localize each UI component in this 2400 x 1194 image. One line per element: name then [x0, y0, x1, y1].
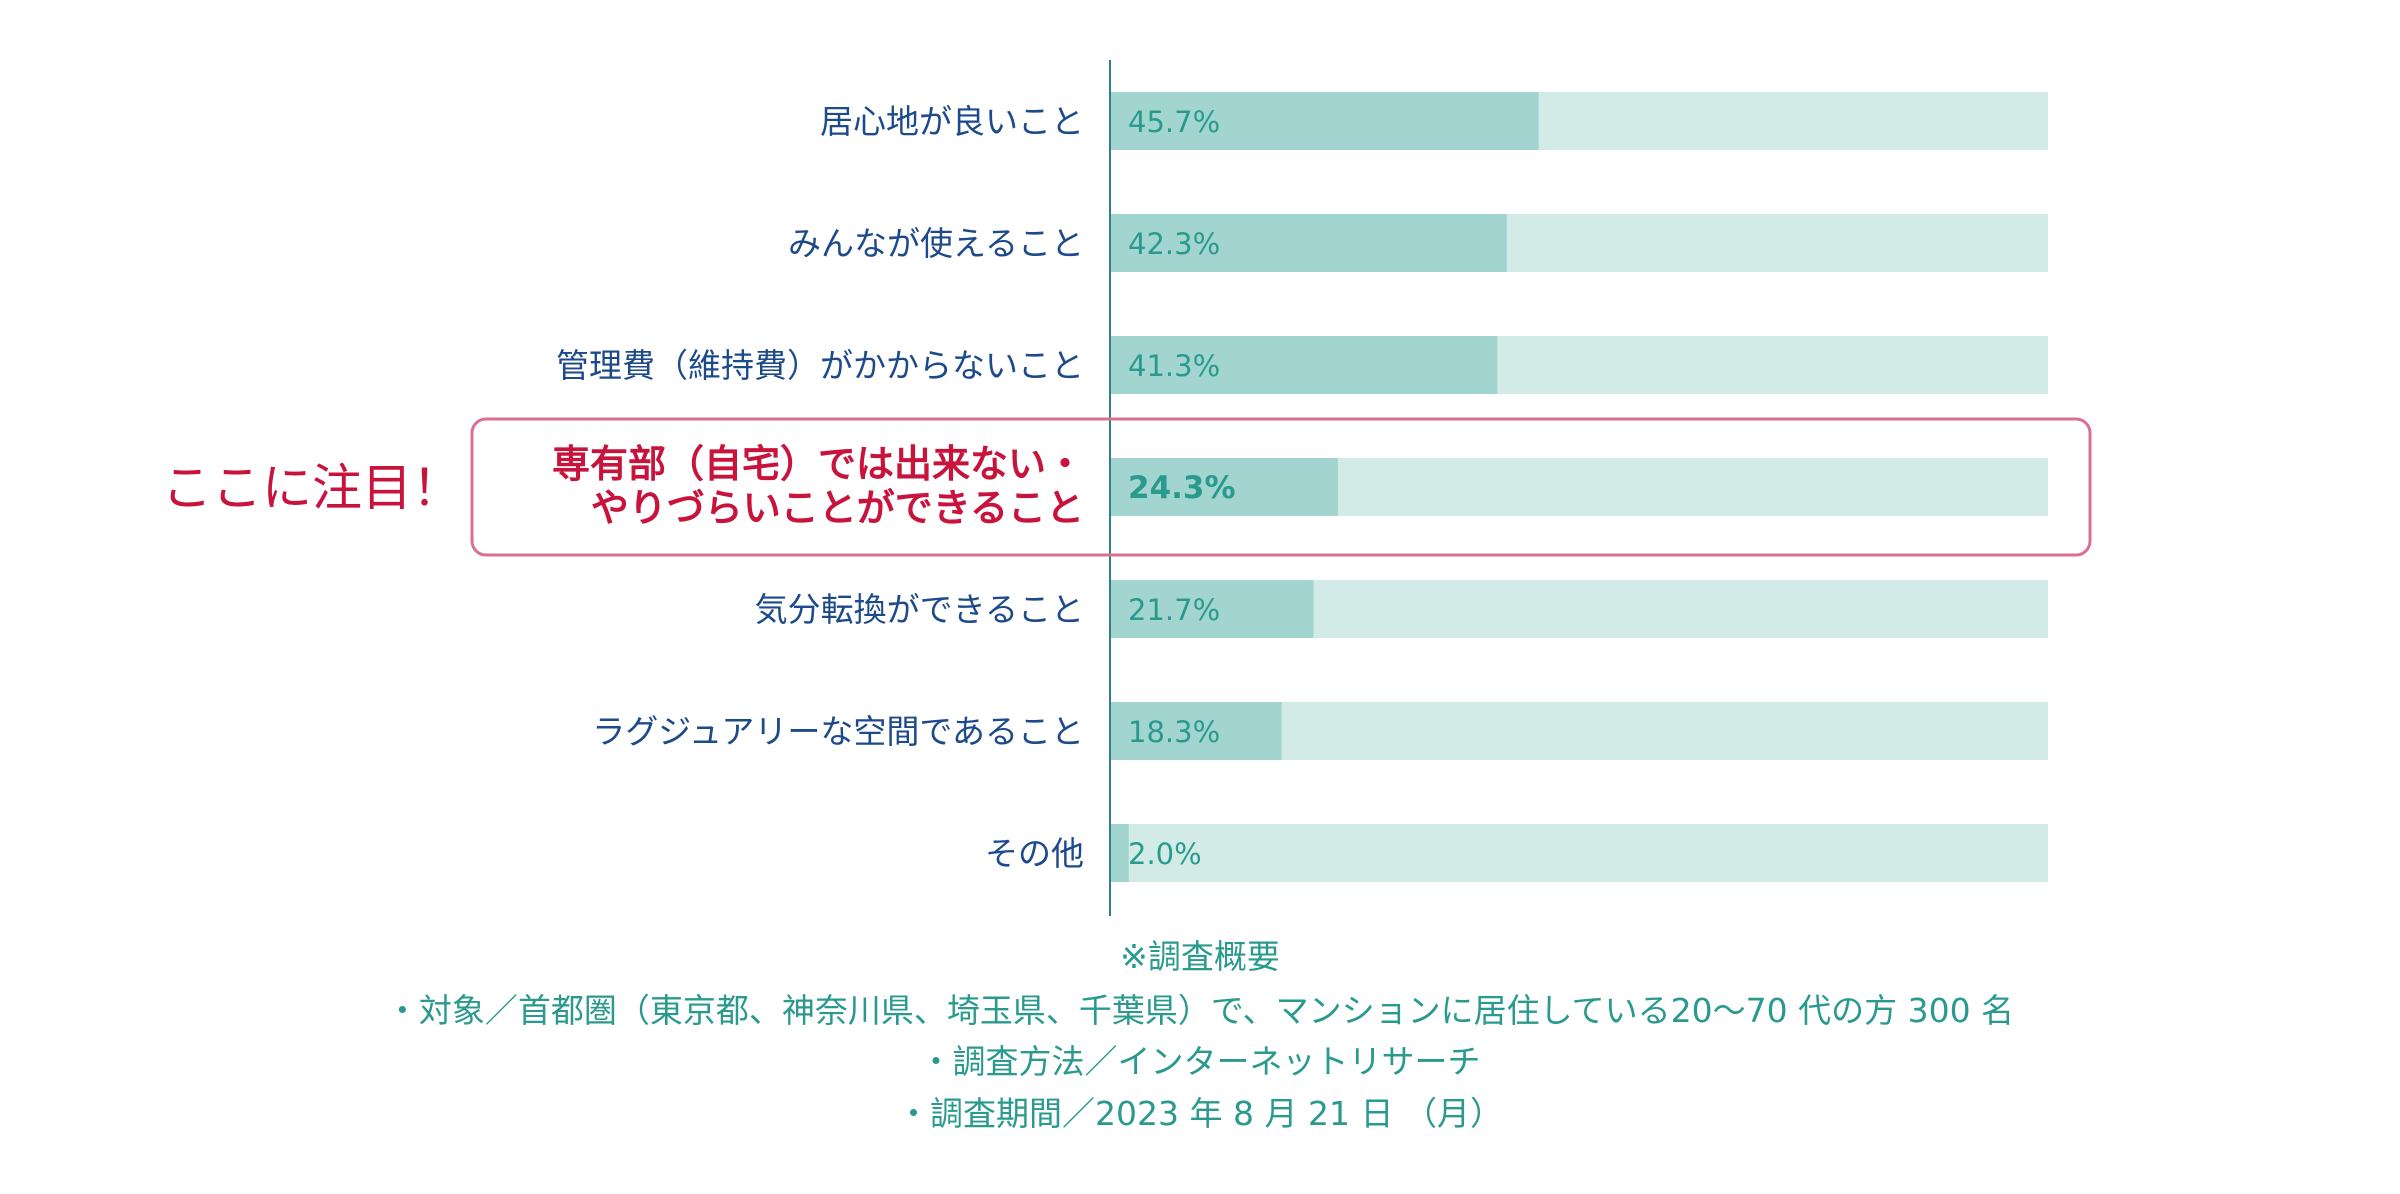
bar-1	[1110, 214, 1507, 272]
value-label-5: 18.3%	[1128, 715, 1220, 749]
value-label-0: 45.7%	[1128, 105, 1220, 139]
bar-0	[1110, 92, 1539, 150]
survey-notes: ※調査概要 ・対象／首都圏（東京都、神奈川県、埼玉県、千葉県）で、マンションに居…	[386, 937, 2014, 1133]
highlight-box	[470, 417, 2092, 557]
note-heading: ※調査概要	[1120, 937, 1280, 976]
category-labels: 居心地が良いことみんなが使えること管理費（維持費）がかからないこと専有部（自宅）…	[552, 102, 1084, 873]
callout-text: ここに注目！	[162, 459, 462, 517]
bar-5	[1110, 702, 1282, 760]
category-label-3-line-0: 専有部（自宅）では出来ない・	[552, 442, 1084, 486]
value-label-6: 2.0%	[1128, 837, 1202, 871]
value-label-2: 41.3%	[1128, 349, 1220, 383]
category-label-3-line-1: やりづらいことができること	[591, 486, 1084, 530]
note-method: ・調査方法／インターネットリサーチ	[920, 1042, 1481, 1081]
note-target: ・対象／首都圏（東京都、神奈川県、埼玉県、千葉県）で、マンションに居住している2…	[386, 991, 2014, 1030]
category-label-5: ラグジュアリーな空間であること	[592, 712, 1084, 751]
category-label-1: みんなが使えること	[788, 224, 1084, 263]
bar-6	[1110, 824, 1129, 882]
value-label-3: 24.3%	[1128, 470, 1236, 506]
value-labels: 45.7% 42.3% 41.3% 24.3% 21.7% 18.3% 2.0%	[1128, 105, 1236, 871]
bar-track-6	[1110, 824, 2048, 882]
value-label-1: 42.3%	[1128, 227, 1220, 261]
value-label-4: 21.7%	[1128, 593, 1220, 627]
category-label-4: 気分転換ができること	[755, 590, 1084, 629]
bar-2	[1110, 336, 1498, 394]
category-label-6: その他	[985, 834, 1084, 873]
category-label-0: 居心地が良いこと	[820, 102, 1084, 141]
bar-3	[1110, 458, 1338, 516]
note-period: ・調査期間／2023 年 8 月 21 日 （月）	[897, 1094, 1503, 1133]
category-label-2: 管理費（維持費）がかからないこと	[556, 346, 1084, 385]
bars-group	[1110, 92, 2048, 882]
bar-4	[1110, 580, 1314, 638]
